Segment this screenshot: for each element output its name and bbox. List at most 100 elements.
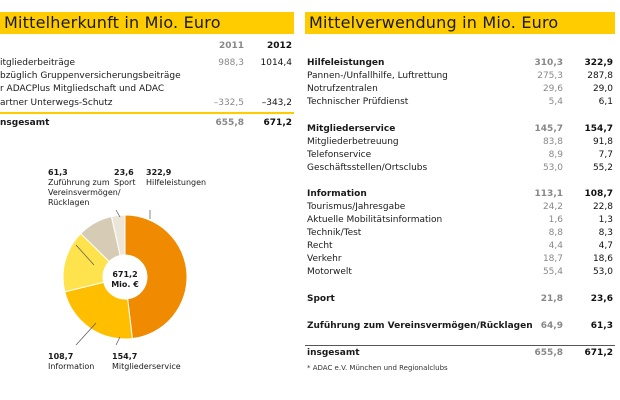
left-row: artner Unterwegs-Schutz –332,5 –343,2 [0,97,294,109]
pie-leader-line [115,209,121,218]
row-2011: 24,2 [542,202,563,212]
row-2011: 53,0 [542,163,563,173]
total-2011: 655,8 [534,348,563,358]
row-label: Recht [307,241,333,251]
group-head-row: Zuführung zum Vereinsvermögen/Rücklagen 6… [307,320,615,332]
row-label: Mitgliederbetreuung [307,137,399,147]
right-title-bar: Mittelverwendung in Mio. Euro [305,12,615,34]
row-2011: 113,1 [534,189,563,199]
row-2011: 1,6 [548,215,563,225]
row-label: Sport [307,294,335,304]
pie-leader-line [75,244,95,266]
row-label: Technik/Test [307,228,362,238]
row-2011: –332,5 [213,98,244,108]
pie-leader-line [115,336,121,346]
left-total-row: nsgesamt 655,8 671,2 [0,117,294,129]
row-label: Information [307,189,367,199]
row-2012: 22,8 [592,202,613,212]
row-2012: 1014,4 [260,58,293,68]
total-label: insgesamt [307,348,360,358]
year-2011: 2011 [218,41,244,51]
pie-label-information: 108,7 Information [48,352,95,371]
row-2011: 275,3 [537,71,563,81]
row-2011: 4,4 [548,241,563,251]
row-2011: 55,4 [542,267,563,277]
right-title: Mittelverwendung in Mio. Euro [309,13,559,32]
left-title-bar: Mittelherkunft in Mio. Euro [0,12,294,34]
row-2012: 23,6 [590,294,613,304]
right-total-rule [305,345,615,346]
right-total-row: insgesamt 655,8 671,2 [307,347,615,359]
group-detail-row: Tourismus/Jahresgabe 24,2 22,8 [307,201,615,213]
group-detail-row: Notrufzentralen 29,6 29,0 [307,83,615,95]
row-2011: 5,4 [548,97,563,107]
row-2012: 91,8 [592,137,613,147]
row-2011: 8,9 [548,150,563,160]
group-detail-row: Technik/Test 8,8 8,3 [307,227,615,239]
row-2012: 61,3 [590,321,613,331]
row-label: r ADACPlus Mitgliedschaft und ADAC [0,84,165,94]
row-label: Tourismus/Jahresgabe [307,202,406,212]
row-label: artner Unterwegs-Schutz [0,98,113,108]
left-row: r ADACPlus Mitgliedschaft und ADAC [0,83,294,95]
row-2012: 108,7 [584,189,613,199]
total-2011: 655,8 [215,118,244,128]
footnote: * ADAC e.V. München und Regionalclubs [307,364,448,372]
row-2011: 988,3 [218,58,244,68]
pie-slice [124,214,188,340]
row-label: bzüglich Gruppenversicherungsbeiträge [0,71,181,81]
row-2011: 21,8 [540,294,563,304]
pie-label-hilfeleistungen: 322,9 Hilfeleistungen [146,168,207,187]
row-2012: 154,7 [584,124,613,134]
year-2012: 2012 [266,41,292,51]
pie-center-value: 671,2 [112,270,138,279]
row-2011: 145,7 [534,124,563,134]
total-2012: 671,2 [584,348,613,358]
row-2011: 8,8 [548,228,563,238]
row-2012: 55,2 [592,163,613,173]
pie-slice [64,281,133,340]
group-head-row: Sport 21,8 23,6 [307,293,615,305]
left-row: itgliederbeiträge 988,3 1014,4 [0,57,294,69]
group-detail-row: Verkehr 18,7 18,6 [307,253,615,265]
pie-slice [110,214,126,257]
row-2012: 8,3 [598,228,613,238]
row-label: Notrufzentralen [307,84,378,94]
row-2012: 287,8 [587,71,613,81]
pie-label-mitgliederservice: 154,7 Mitgliederservice [112,352,181,371]
row-label: Aktuelle Mobilitätsinformation [307,215,443,225]
row-2011: 18,7 [542,254,563,264]
row-label: Geschäftsstellen/Ortsclubs [307,163,428,173]
row-2012: 18,6 [592,254,613,264]
group-detail-row: Telefonservice 8,9 7,7 [307,149,615,161]
row-2012: 1,3 [598,215,613,225]
group-detail-row: Technischer Prüfdienst 5,4 6,1 [307,96,615,108]
row-label: Mitgliederservice [307,124,396,134]
pie-label-ruecklagen: 61,3 Zuführung zum Vereinsvermögen/ Rück… [48,168,121,207]
row-2011: 29,6 [542,84,563,94]
row-2011: 64,9 [540,321,563,331]
pie-center [104,256,146,298]
years-header: 2011 2012 [0,40,294,52]
row-label: Telefonservice [307,150,372,160]
row-2011: 310,3 [534,58,563,68]
pie-center-unit: Mio. € [111,280,139,289]
pie-chart [62,209,188,346]
left-row: bzüglich Gruppenversicherungsbeiträge [0,70,294,82]
row-2012: 322,9 [584,58,613,68]
group-detail-row: Recht 4,4 4,7 [307,240,615,252]
left-total-rule [0,112,294,114]
group-detail-row: Pannen-/Unfallhilfe, Luftrettung 275,3 287… [307,70,615,82]
row-label: Motorwelt [307,267,352,277]
row-2012: 53,0 [592,267,613,277]
row-label: Verkehr [307,254,342,264]
pie-label-sport: 23,6 Sport [114,168,136,187]
total-label: nsgesamt [0,118,50,128]
pie-leader-line [75,322,97,346]
row-label: itgliederbeiträge [0,58,75,68]
row-label: Pannen-/Unfallhilfe, Luftrettung [307,71,448,81]
row-label: Hilfeleistungen [307,58,385,68]
row-label: Technischer Prüfdienst [307,97,409,107]
row-2012: 7,7 [598,150,613,160]
group-detail-row: Aktuelle Mobilitätsinformation 1,6 1,3 [307,214,615,226]
